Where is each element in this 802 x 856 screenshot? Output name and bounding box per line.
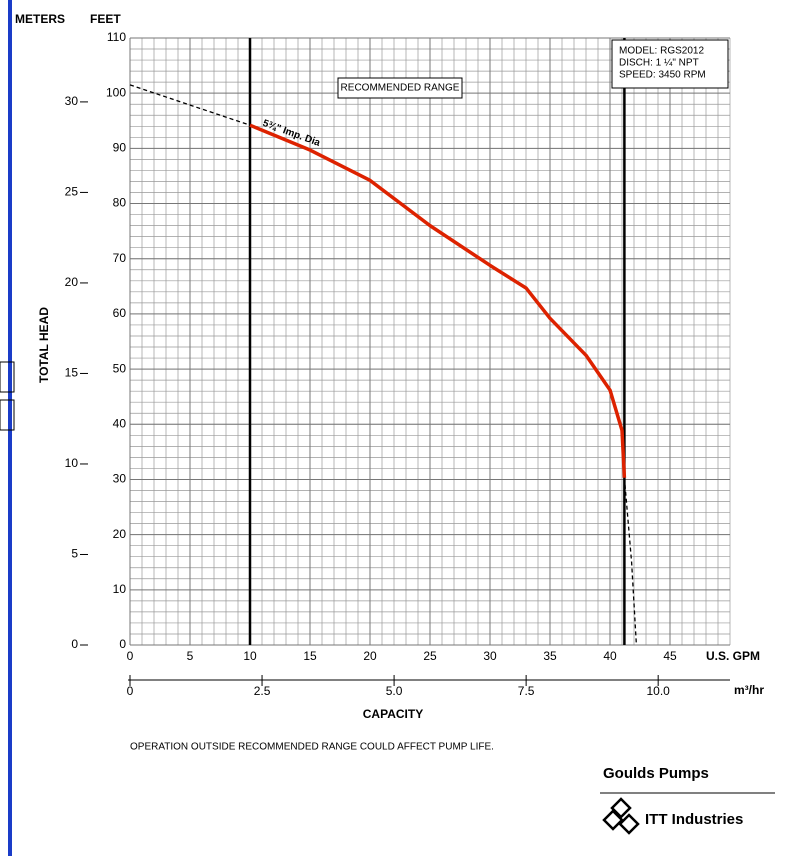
x2-tick-label: 7.5	[518, 684, 535, 698]
y-tick-label: 100	[106, 85, 126, 99]
model-line: SPEED: 3450 RPM	[619, 70, 706, 81]
dashed-curve	[623, 477, 638, 646]
x-tick-label: 35	[543, 649, 557, 663]
y-tick-label: 80	[113, 196, 127, 210]
y2-tick-label: 0	[71, 637, 78, 651]
y-tick-label: 10	[113, 582, 127, 596]
y2-tick-label: 10	[65, 456, 79, 470]
x-tick-label: 40	[603, 649, 617, 663]
y2-tick-label: 30	[65, 94, 79, 108]
x2-tick-label: 10.0	[646, 684, 670, 698]
y-tick-label: 60	[113, 306, 127, 320]
y-tick-label: 30	[113, 472, 127, 486]
x2-tick-label: 2.5	[254, 684, 271, 698]
frame-stub	[0, 361, 15, 393]
range-box	[337, 77, 463, 99]
model-line: DISCH: 1 ¼" NPT	[619, 57, 699, 69]
x-tick-label: 45	[663, 649, 677, 663]
pump-curve	[249, 123, 627, 478]
y-tick-label: 40	[113, 416, 127, 430]
model-line: MODEL: RGS2012	[619, 46, 704, 57]
x-tick-label: 20	[363, 649, 377, 663]
y2-unit: METERS	[15, 12, 65, 26]
x-axis-title: CAPACITY	[363, 707, 423, 721]
brand-logo	[602, 797, 640, 835]
y2-tick-label: 20	[65, 275, 79, 289]
x-tick-label: 25	[423, 649, 437, 663]
x-tick-label: 0	[127, 649, 134, 663]
x-tick-label: 15	[303, 649, 317, 663]
brand-parent: ITT Industries	[645, 811, 743, 828]
footnote: OPERATION OUTSIDE RECOMMENDED RANGE COUL…	[130, 742, 494, 753]
y2-tick-label: 5	[71, 547, 78, 561]
y-tick-label: 90	[113, 141, 127, 155]
dashed-curve	[129, 84, 251, 126]
model-box	[611, 39, 729, 89]
y-axis-title: TOTAL HEAD	[37, 307, 51, 383]
y2-tick-label: 15	[65, 366, 79, 380]
range-label: RECOMMENDED RANGE	[341, 83, 460, 94]
x-tick-label: 30	[483, 649, 497, 663]
y-tick-label: 0	[119, 637, 126, 651]
y2-tick-label: 25	[65, 185, 79, 199]
y-tick-label: 70	[113, 251, 127, 265]
y-unit: FEET	[90, 12, 121, 26]
x-tick-label: 10	[243, 649, 257, 663]
side-bar	[8, 0, 12, 856]
grid	[129, 37, 731, 646]
x-unit: U.S. GPM	[706, 649, 760, 663]
y-tick-label: 50	[113, 361, 127, 375]
x-tick-label: 5	[187, 649, 194, 663]
y-tick-label: 110	[107, 30, 126, 44]
x2-tick-label: 5.0	[386, 684, 403, 698]
y-tick-label: 20	[113, 527, 127, 541]
brand-name: Goulds Pumps	[603, 765, 709, 782]
x2-unit: m³/hr	[734, 683, 764, 697]
x2-tick-label: 0	[127, 684, 134, 698]
frame-stub	[0, 399, 15, 431]
